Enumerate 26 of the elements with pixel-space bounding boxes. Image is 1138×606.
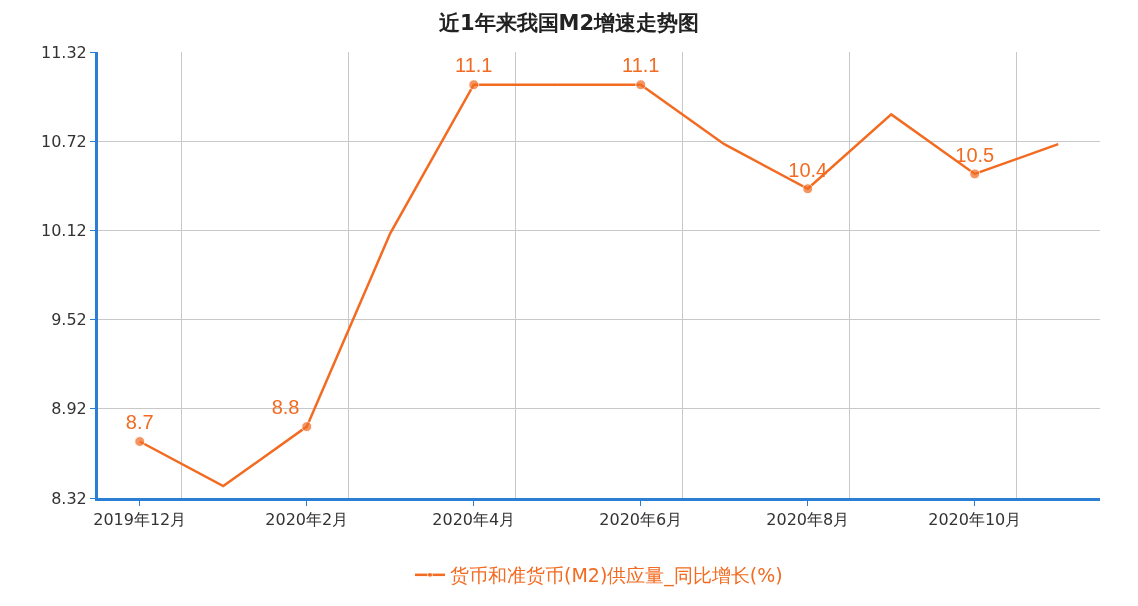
point — [635, 79, 647, 91]
point — [301, 421, 313, 433]
x-tick-label: 2020年4月 — [432, 510, 516, 530]
y-tick-label: 10.72 — [40, 131, 87, 151]
point — [969, 168, 981, 180]
data-label: 10.4 — [788, 158, 828, 181]
data-label: 10.5 — [955, 143, 995, 166]
x-tick-label: 2019年12月 — [93, 510, 187, 530]
x-tick-label: 2020年10月 — [928, 510, 1022, 530]
legend-label: 货币和准货币(M2)供应量_同比增长(%) — [450, 564, 783, 588]
y-tick-label: 9.52 — [51, 310, 87, 330]
data-label: 11.1 — [455, 54, 493, 77]
y-tick-label: 10.12 — [40, 221, 87, 240]
data-label: 8.8 — [271, 396, 300, 419]
point — [802, 183, 814, 195]
y-tick-label: 11.32 — [40, 42, 87, 62]
chart-title: 近1年来我国M2增速走势图 — [437, 10, 700, 35]
data-label: 8.7 — [125, 411, 154, 434]
point — [134, 436, 146, 448]
x-tick-label: 2020年2月 — [265, 510, 349, 530]
x-tick-label: 2020年6月 — [599, 510, 683, 530]
data-label: 11.1 — [622, 54, 660, 77]
x-tick-label: 2020年8月 — [766, 510, 850, 530]
point — [468, 79, 480, 91]
y-tick-label: 8.32 — [51, 488, 87, 508]
y-tick-label: 8.92 — [51, 399, 87, 419]
